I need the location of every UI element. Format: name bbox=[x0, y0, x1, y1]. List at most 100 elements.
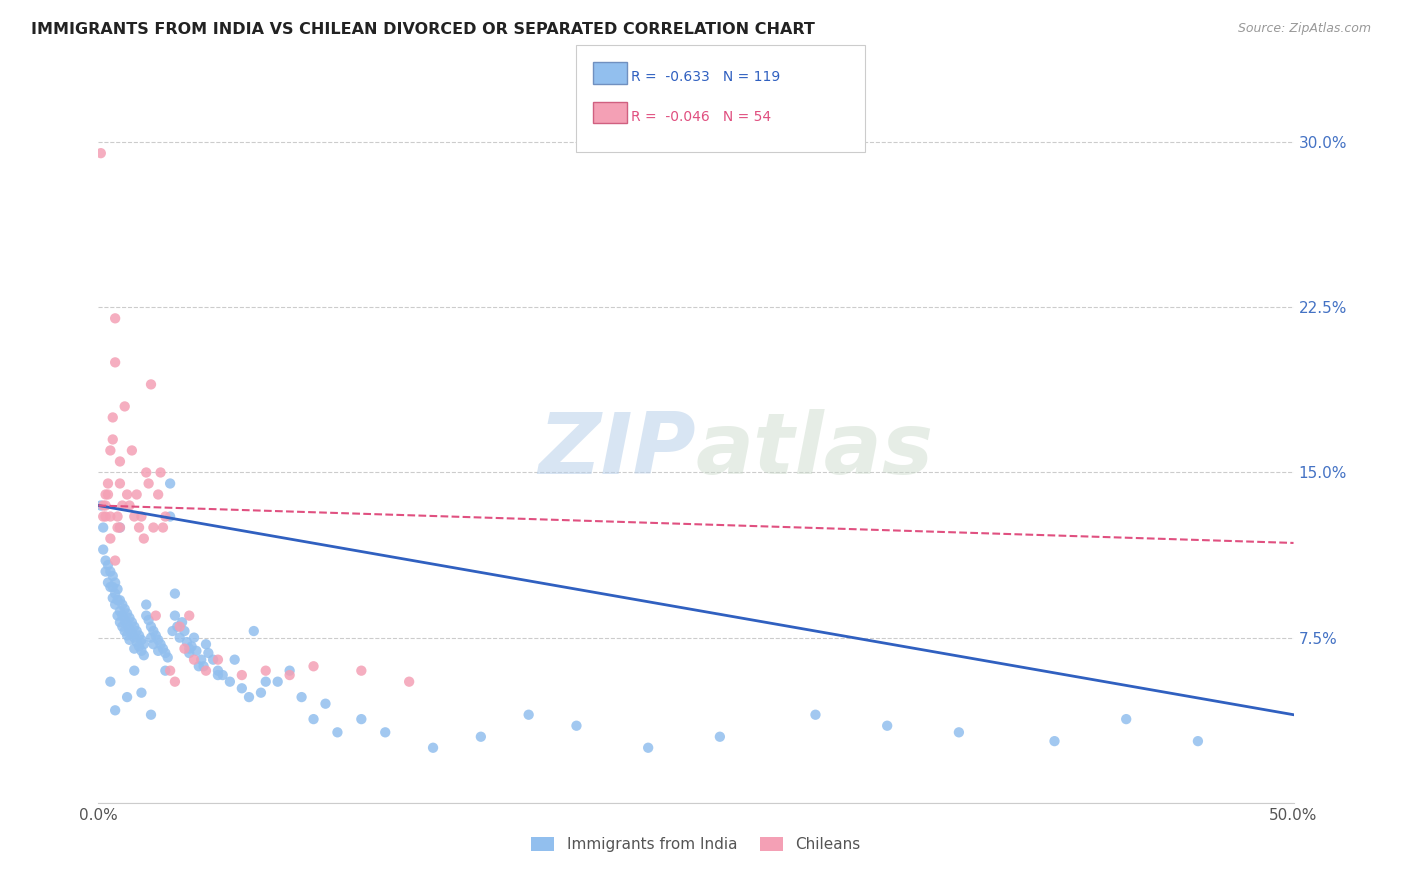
Text: atlas: atlas bbox=[696, 409, 934, 492]
Point bbox=[121, 626, 143, 640]
Point bbox=[267, 674, 290, 689]
Point bbox=[131, 644, 153, 658]
Point bbox=[169, 619, 191, 633]
Point bbox=[91, 509, 114, 524]
Point bbox=[111, 619, 134, 633]
Point bbox=[98, 443, 122, 458]
Point bbox=[135, 466, 157, 480]
Point bbox=[128, 640, 150, 654]
Point bbox=[148, 644, 170, 658]
Point bbox=[94, 553, 117, 567]
Point bbox=[145, 628, 167, 642]
Point bbox=[195, 664, 218, 678]
Point bbox=[135, 608, 157, 623]
Point bbox=[139, 631, 162, 645]
Point bbox=[138, 613, 160, 627]
Point bbox=[326, 725, 349, 739]
Point bbox=[231, 668, 253, 682]
Point bbox=[190, 653, 212, 667]
Point bbox=[111, 608, 134, 623]
Point bbox=[108, 604, 131, 618]
Point bbox=[98, 509, 122, 524]
Point bbox=[91, 542, 114, 557]
Point bbox=[104, 703, 127, 717]
Point bbox=[243, 624, 266, 638]
Point bbox=[195, 637, 218, 651]
Point bbox=[142, 637, 165, 651]
Point bbox=[876, 719, 898, 733]
Point bbox=[97, 558, 120, 572]
Point bbox=[101, 591, 124, 605]
Point bbox=[202, 653, 225, 667]
Point bbox=[124, 619, 146, 633]
Point bbox=[118, 632, 141, 647]
Point bbox=[350, 712, 373, 726]
Point bbox=[124, 664, 146, 678]
Point bbox=[637, 740, 659, 755]
Point bbox=[565, 719, 588, 733]
Point bbox=[131, 509, 153, 524]
Point bbox=[115, 628, 138, 642]
Point bbox=[139, 377, 162, 392]
Point bbox=[114, 602, 136, 616]
Point bbox=[114, 400, 136, 414]
Point bbox=[176, 635, 198, 649]
Point bbox=[152, 520, 174, 534]
Point bbox=[132, 532, 155, 546]
Point bbox=[278, 668, 301, 682]
Point bbox=[115, 487, 138, 501]
Point bbox=[224, 653, 246, 667]
Point bbox=[159, 509, 181, 524]
Point bbox=[948, 725, 970, 739]
Point bbox=[149, 466, 172, 480]
Point bbox=[179, 608, 201, 623]
Point bbox=[207, 653, 229, 667]
Point bbox=[124, 631, 146, 645]
Point bbox=[132, 648, 155, 663]
Point bbox=[138, 476, 160, 491]
Point bbox=[1043, 734, 1066, 748]
Point bbox=[142, 624, 165, 638]
Point bbox=[207, 668, 229, 682]
Point bbox=[121, 443, 143, 458]
Point bbox=[197, 646, 219, 660]
Point bbox=[398, 674, 420, 689]
Point bbox=[207, 664, 229, 678]
Text: ZIP: ZIP bbox=[538, 409, 696, 492]
Point bbox=[163, 586, 186, 600]
Point bbox=[163, 608, 186, 623]
Point bbox=[115, 690, 138, 705]
Point bbox=[193, 659, 215, 673]
Point bbox=[97, 487, 120, 501]
Point bbox=[422, 740, 444, 755]
Point bbox=[173, 624, 195, 638]
Point bbox=[155, 509, 177, 524]
Point bbox=[98, 565, 122, 579]
Point bbox=[180, 640, 202, 654]
Point bbox=[104, 311, 127, 326]
Point bbox=[108, 454, 131, 468]
Text: Source: ZipAtlas.com: Source: ZipAtlas.com bbox=[1237, 22, 1371, 36]
Point bbox=[115, 607, 138, 621]
Point bbox=[139, 707, 162, 722]
Point bbox=[149, 637, 172, 651]
Point bbox=[104, 598, 127, 612]
Point bbox=[179, 646, 201, 660]
Point bbox=[98, 580, 122, 594]
Point bbox=[94, 509, 117, 524]
Point bbox=[804, 707, 827, 722]
Point bbox=[101, 569, 124, 583]
Point bbox=[115, 617, 138, 632]
Point bbox=[97, 575, 120, 590]
Point bbox=[108, 520, 131, 534]
Point bbox=[231, 681, 253, 696]
Point bbox=[254, 674, 277, 689]
Point bbox=[155, 664, 177, 678]
Text: IMMIGRANTS FROM INDIA VS CHILEAN DIVORCED OR SEPARATED CORRELATION CHART: IMMIGRANTS FROM INDIA VS CHILEAN DIVORCE… bbox=[31, 22, 815, 37]
Point bbox=[302, 659, 325, 673]
Point bbox=[302, 712, 325, 726]
Point bbox=[173, 641, 195, 656]
Point bbox=[162, 624, 184, 638]
Point bbox=[278, 664, 301, 678]
Point bbox=[159, 664, 181, 678]
